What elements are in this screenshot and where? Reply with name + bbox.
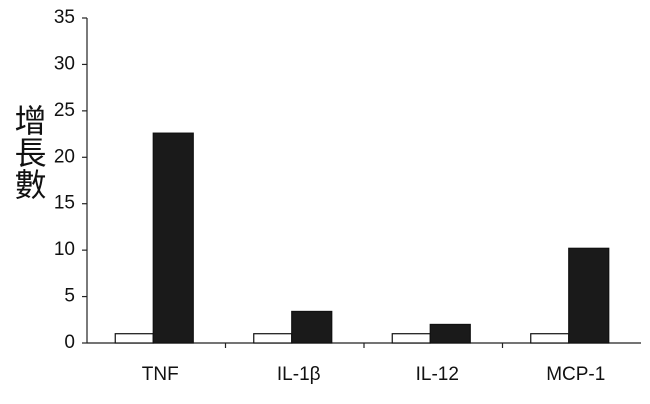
y-tick-label: 10 <box>54 239 75 260</box>
y-tick-label: 30 <box>54 53 75 74</box>
y-tick-label: 35 <box>54 7 75 28</box>
bar <box>152 132 194 344</box>
bar <box>429 323 471 344</box>
x-tick-label: IL-12 <box>416 364 459 385</box>
x-tick-label: TNF <box>142 364 179 385</box>
y-tick-label: 0 <box>64 332 75 353</box>
y-tick-label: 25 <box>54 100 75 121</box>
bar <box>291 310 333 344</box>
bar <box>114 333 154 344</box>
bar <box>530 333 570 344</box>
bar <box>253 333 293 344</box>
x-tick-label: IL-1β <box>277 364 321 385</box>
bar <box>391 333 431 344</box>
y-axis-label: 增長數 <box>10 104 48 200</box>
bar <box>568 247 610 344</box>
y-tick-label: 5 <box>64 286 75 307</box>
y-tick-label: 20 <box>54 146 75 167</box>
y-tick-label: 15 <box>54 193 75 214</box>
x-tick-label: MCP-1 <box>546 364 605 385</box>
